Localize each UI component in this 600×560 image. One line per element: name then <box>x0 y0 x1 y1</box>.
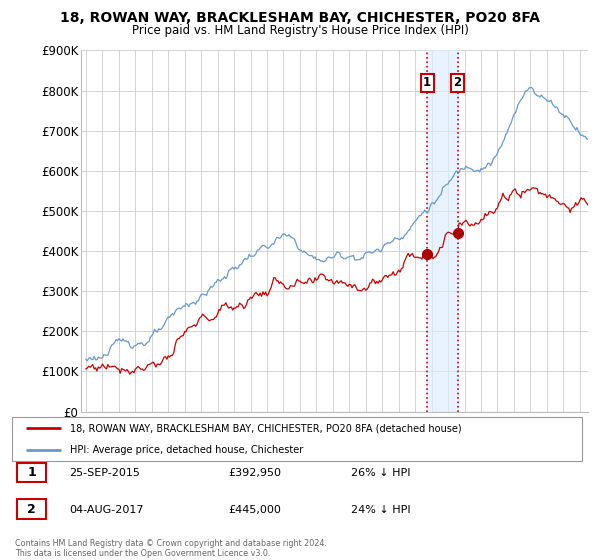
Text: HPI: Average price, detached house, Chichester: HPI: Average price, detached house, Chic… <box>70 445 303 455</box>
Text: 04-AUG-2017: 04-AUG-2017 <box>69 505 143 515</box>
FancyBboxPatch shape <box>17 463 46 482</box>
Text: 1: 1 <box>423 76 431 90</box>
Text: £392,950: £392,950 <box>228 468 281 478</box>
Text: 18, ROWAN WAY, BRACKLESHAM BAY, CHICHESTER, PO20 8FA: 18, ROWAN WAY, BRACKLESHAM BAY, CHICHEST… <box>60 11 540 25</box>
Text: 24% ↓ HPI: 24% ↓ HPI <box>351 505 410 515</box>
Text: 26% ↓ HPI: 26% ↓ HPI <box>351 468 410 478</box>
Text: 1: 1 <box>27 466 36 479</box>
Bar <box>427 50 458 412</box>
Text: 2: 2 <box>27 502 36 516</box>
Text: 2: 2 <box>454 76 461 90</box>
Text: Contains HM Land Registry data © Crown copyright and database right 2024.
This d: Contains HM Land Registry data © Crown c… <box>15 539 327 558</box>
FancyBboxPatch shape <box>17 500 46 519</box>
Text: Price paid vs. HM Land Registry's House Price Index (HPI): Price paid vs. HM Land Registry's House … <box>131 24 469 36</box>
Text: 18, ROWAN WAY, BRACKLESHAM BAY, CHICHESTER, PO20 8FA (detached house): 18, ROWAN WAY, BRACKLESHAM BAY, CHICHEST… <box>70 423 461 433</box>
Text: £445,000: £445,000 <box>228 505 281 515</box>
FancyBboxPatch shape <box>12 417 582 461</box>
Text: 25-SEP-2015: 25-SEP-2015 <box>69 468 140 478</box>
